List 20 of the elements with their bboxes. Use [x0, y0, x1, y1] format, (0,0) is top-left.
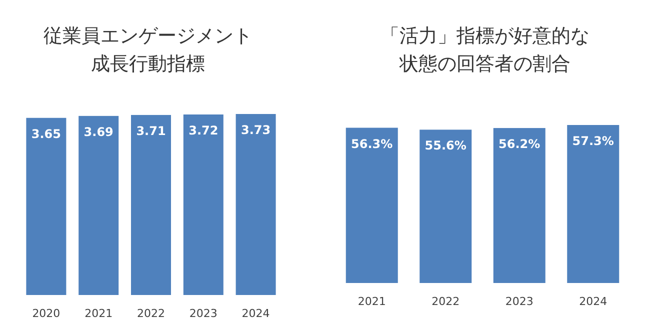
data-label: 56.2% [498, 137, 540, 152]
x-tick-label: 2023 [189, 307, 218, 320]
chart-title: 「活力」指標が好意的な状態の回答者の割合 [380, 24, 590, 77]
x-tick-label: 2020 [32, 307, 60, 320]
data-label: 3.69 [84, 124, 114, 139]
x-tick-label: 2023 [505, 295, 534, 308]
data-label: 55.6% [424, 138, 466, 153]
x-tick-label: 2024 [242, 307, 270, 320]
x-tick-label: 2021 [84, 307, 113, 320]
chart-title: 従業員エンゲージメント成長行動指標 [42, 24, 254, 77]
x-tick-label: 2022 [432, 295, 460, 308]
data-label: 56.3% [351, 136, 393, 151]
data-label: 57.3% [572, 134, 614, 148]
x-tick-label: 2024 [579, 295, 608, 308]
data-label: 3.73 [240, 123, 271, 137]
data-label: 3.72 [188, 123, 218, 138]
data-label: 3.65 [31, 126, 62, 141]
x-tick-label: 2021 [358, 295, 386, 308]
x-tick-label: 2022 [137, 307, 165, 320]
data-label: 3.71 [136, 124, 166, 138]
